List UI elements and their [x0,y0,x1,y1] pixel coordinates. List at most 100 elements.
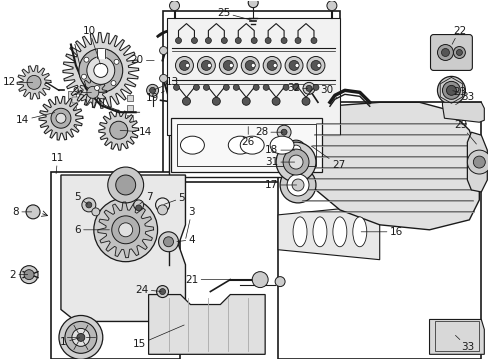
Circle shape [65,321,97,353]
Text: 3: 3 [185,207,195,238]
Text: 20: 20 [130,55,154,66]
Text: 31: 31 [264,157,294,167]
Circle shape [159,289,165,294]
Ellipse shape [332,217,346,247]
Polygon shape [148,294,264,354]
Circle shape [286,174,308,196]
Circle shape [185,63,189,67]
Circle shape [251,63,255,67]
Circle shape [92,208,100,216]
Text: 2: 2 [9,270,28,280]
Circle shape [149,87,155,93]
Bar [72,97,78,103]
Circle shape [294,37,301,44]
Text: 12: 12 [3,77,33,87]
Circle shape [27,75,41,89]
Bar [278,102,480,359]
Circle shape [157,205,167,215]
Circle shape [292,84,299,90]
Circle shape [173,84,179,90]
Circle shape [116,175,135,195]
Text: 33: 33 [455,92,474,105]
Circle shape [283,84,288,90]
Circle shape [107,167,143,203]
Circle shape [241,57,259,75]
Circle shape [94,63,107,77]
Polygon shape [442,102,483,122]
Circle shape [294,63,299,67]
Text: 26: 26 [241,127,254,147]
Circle shape [114,59,119,64]
Bar [68,91,76,99]
Text: 17: 17 [264,180,296,190]
Circle shape [285,140,305,160]
Circle shape [312,84,318,90]
Text: 23: 23 [452,87,465,97]
Text: 5: 5 [74,192,87,204]
Circle shape [221,37,227,44]
Text: 24: 24 [135,284,161,294]
Circle shape [159,46,167,54]
Bar [126,115,132,121]
Text: 18: 18 [264,145,294,155]
Circle shape [193,84,199,90]
Circle shape [207,63,211,67]
Circle shape [446,85,455,95]
Text: 11: 11 [51,153,64,174]
Circle shape [277,125,290,139]
Circle shape [156,285,168,298]
Circle shape [302,97,309,105]
Text: 16: 16 [361,227,402,237]
Text: 32: 32 [286,84,307,93]
Circle shape [159,75,167,82]
Polygon shape [63,32,139,108]
Circle shape [316,63,320,67]
Circle shape [111,81,116,86]
Bar [435,321,478,351]
Circle shape [437,76,465,104]
Circle shape [263,84,268,90]
Circle shape [112,216,140,244]
Circle shape [87,86,99,98]
Text: 15: 15 [132,325,184,349]
Text: 8: 8 [13,207,32,217]
Polygon shape [61,175,185,321]
Circle shape [26,205,40,219]
Bar [68,101,76,109]
Circle shape [442,81,460,99]
Circle shape [472,156,484,168]
Circle shape [72,328,90,346]
Circle shape [248,0,258,8]
Polygon shape [289,102,478,230]
Text: 14: 14 [16,113,55,125]
Circle shape [51,108,71,128]
Text: 10: 10 [82,26,100,64]
Circle shape [281,37,286,44]
Polygon shape [39,96,82,140]
Circle shape [87,57,115,84]
Text: 9: 9 [72,87,91,97]
Circle shape [135,205,142,211]
FancyBboxPatch shape [429,35,471,71]
Circle shape [212,97,220,105]
Circle shape [245,60,255,71]
Ellipse shape [180,136,204,154]
Polygon shape [99,110,139,150]
Circle shape [467,150,488,174]
Circle shape [306,57,324,75]
Text: 7: 7 [140,192,152,204]
Circle shape [84,57,89,62]
Bar [170,118,321,172]
Polygon shape [97,49,104,58]
Ellipse shape [352,217,366,247]
Circle shape [251,37,257,44]
Circle shape [94,198,157,262]
Circle shape [158,232,178,252]
Circle shape [175,37,181,44]
Bar [51,172,180,359]
Ellipse shape [292,217,306,247]
Circle shape [272,97,280,105]
Circle shape [291,179,304,191]
Circle shape [94,85,99,90]
Text: 29: 29 [453,120,475,144]
